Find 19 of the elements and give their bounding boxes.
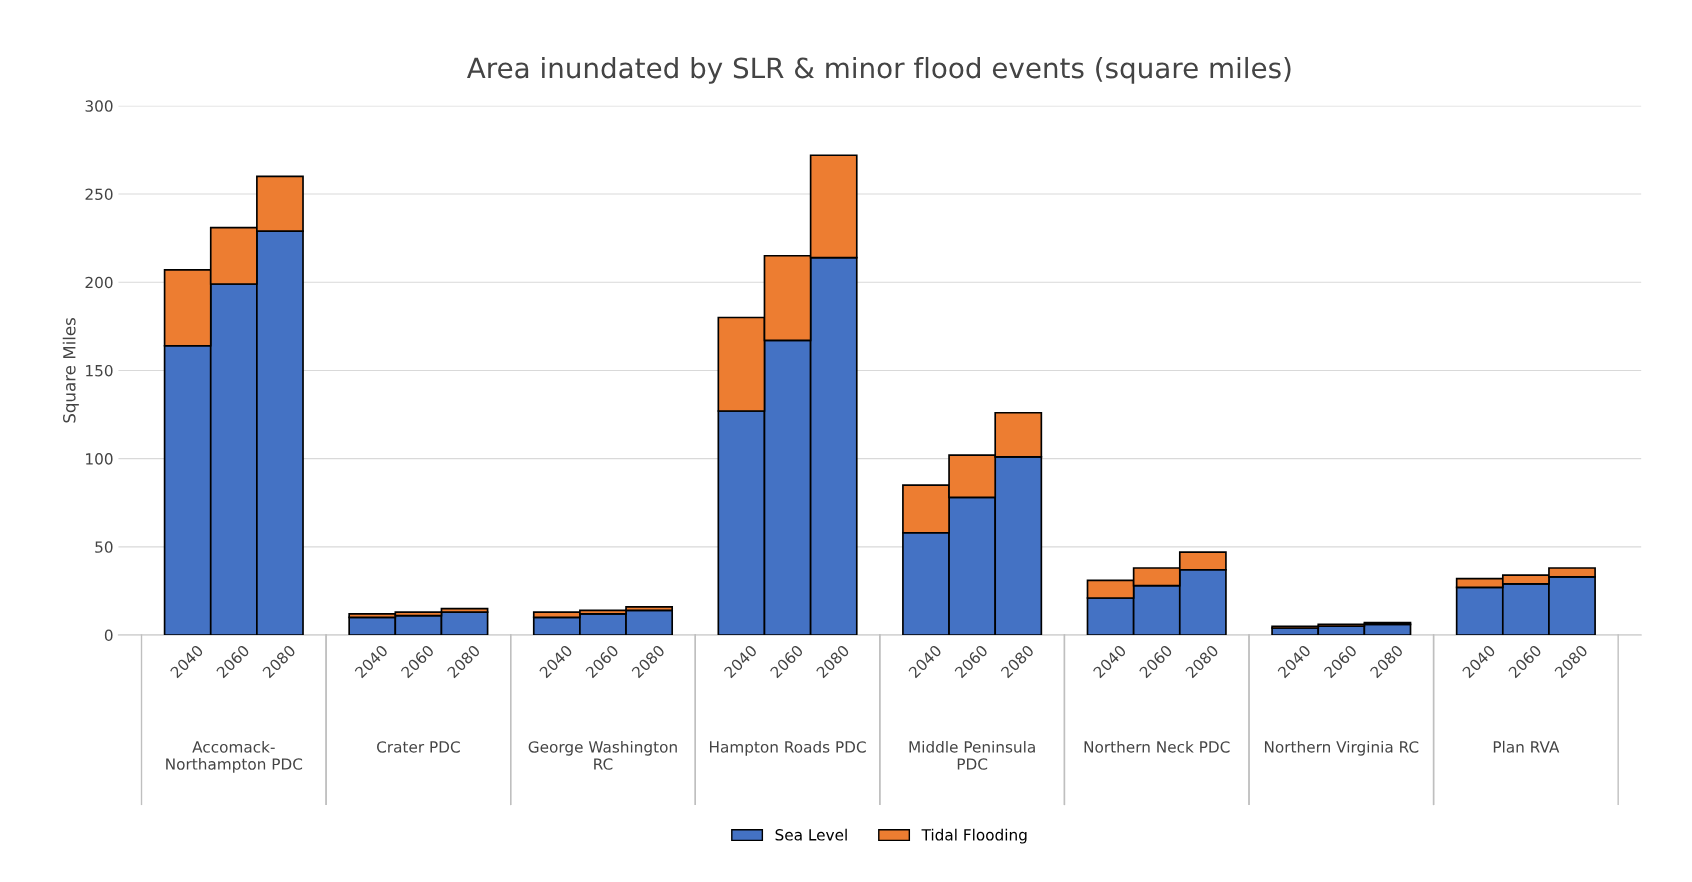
y-tick-label: 150 <box>86 364 113 377</box>
text: Plan RVA <box>1493 740 1560 753</box>
y-tick-label: 50 <box>95 541 113 553</box>
text: Middle Peninsula PDC <box>909 740 1035 770</box>
text: Crater PDC <box>377 741 460 753</box>
text: Accomack- Northampton PDC <box>166 740 303 773</box>
y-tick-label: 200 <box>85 276 113 289</box>
y-tick-label: 300 <box>85 100 113 112</box>
legend-label: Sea Level <box>775 828 847 841</box>
chart-title: Area inundated by SLR & minor flood events (square miles) <box>466 56 1291 84</box>
y-tick-label: 250 <box>85 188 113 201</box>
y-tick-label: 100 <box>86 453 113 465</box>
y-tick-label: 0 <box>104 629 113 642</box>
text: George Washington RC <box>528 740 677 770</box>
text: Northern Neck PDC <box>1084 740 1230 753</box>
text: Northern Virginia RC <box>1264 740 1419 756</box>
text: Hampton Roads PDC <box>710 740 866 756</box>
y-axis-title: Square Miles <box>62 317 79 423</box>
legend-label: Tidal Flooding <box>921 828 1027 844</box>
